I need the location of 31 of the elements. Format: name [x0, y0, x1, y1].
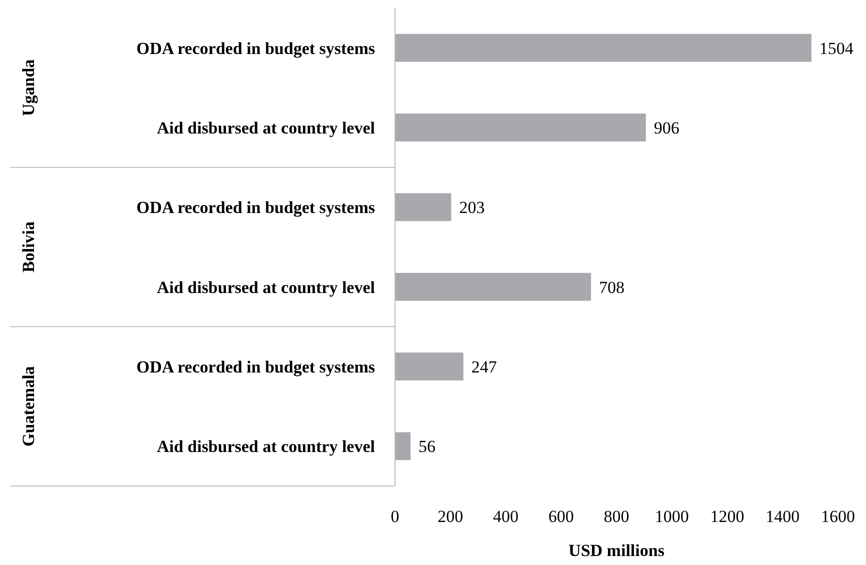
- x-tick-label: 1600: [821, 506, 855, 526]
- text: Guatemala: [18, 366, 38, 446]
- x-tick-label: 200: [438, 506, 464, 526]
- bar: [395, 34, 812, 62]
- data-label: 1504: [819, 38, 854, 58]
- text: Bolivia: [18, 221, 38, 273]
- x-tick-label: 0: [390, 506, 400, 526]
- data-label: 203: [459, 198, 485, 218]
- x-axis-title: USD millions: [568, 540, 665, 560]
- text: Uganda: [18, 58, 38, 116]
- x-tick-label: 400: [493, 506, 518, 526]
- bar: [395, 193, 452, 222]
- y-tick-label: ODA recorded in budget systems: [136, 357, 376, 376]
- data-label: 906: [654, 118, 680, 138]
- bar: [395, 432, 411, 460]
- y-tick-label: Aid disbursed at country level: [156, 278, 376, 297]
- x-tick-label: 600: [548, 506, 574, 526]
- bar: [395, 114, 646, 142]
- bar: [395, 272, 592, 301]
- y-tick-label: Aid disbursed at country level: [156, 437, 376, 456]
- x-tick-label: 1400: [766, 506, 800, 526]
- data-label: 247: [471, 357, 498, 376]
- y-tick-label: Aid disbursed at country level: [156, 118, 376, 138]
- data-label: 56: [418, 437, 436, 456]
- x-tick-label: 1000: [654, 506, 689, 526]
- data-label: 708: [599, 278, 625, 297]
- bar: [395, 352, 464, 380]
- x-tick-label: 800: [604, 506, 630, 526]
- y-tick-label: ODA recorded in budget systems: [136, 198, 376, 218]
- y-tick-label: ODA recorded in budget systems: [136, 38, 376, 58]
- x-tick-label: 1200: [710, 506, 744, 526]
